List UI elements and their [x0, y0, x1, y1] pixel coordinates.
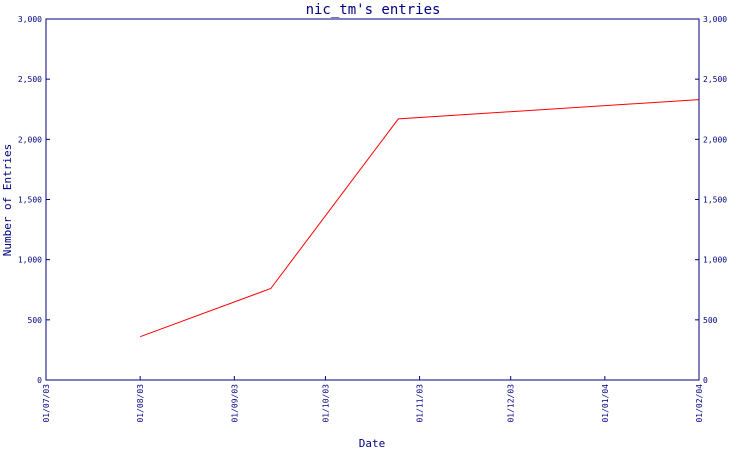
x-axis: 01/07/03 01/08/03 01/09/03 01/10/03 01/11/03…	[42, 376, 704, 423]
y-tick-label-left: 2,000	[18, 135, 42, 144]
y-tick-label-left: 0	[37, 376, 42, 385]
y-tick-label-left: 3,000	[18, 15, 42, 24]
x-tick-label: 01/07/03	[42, 384, 51, 423]
x-tick-label: 01/02/04	[695, 384, 704, 423]
y-tick-label-left: 500	[28, 316, 43, 325]
series-group	[140, 99, 700, 338]
x-tick-label: 01/09/03	[230, 384, 239, 423]
y-tick-label-left: 1,000	[18, 256, 42, 265]
y-tick-label-right: 1,500	[703, 196, 727, 205]
y-axis-left: 0 500 1,000 1,500 2,000 2,500 3,000	[18, 15, 50, 385]
x-tick-label: 01/10/03	[321, 384, 330, 423]
x-tick-label: 01/12/03	[507, 384, 516, 423]
plot-frame	[45, 18, 700, 381]
chart-title: nic_tm's entries	[306, 2, 441, 18]
x-axis-label: Date	[359, 437, 386, 450]
x-tick-label: 01/01/04	[601, 384, 610, 423]
series-line	[140, 99, 700, 338]
y-tick-label-left: 2,500	[18, 75, 42, 84]
y-tick-label-right: 500	[703, 316, 718, 325]
y-axis-right: 0 500 1,000 1,500 2,000 2,500 3,000	[695, 15, 727, 385]
y-tick-label-right: 3,000	[703, 15, 727, 24]
y-tick-label-right: 2,500	[703, 75, 727, 84]
x-tick-label: 01/08/03	[136, 384, 145, 423]
y-tick-label-right: 0	[703, 376, 708, 385]
y-tick-label-left: 1,500	[18, 196, 42, 205]
y-tick-label-right: 2,000	[703, 135, 727, 144]
y-tick-label-right: 1,000	[703, 256, 727, 265]
y-axis-label: Number of Entries	[1, 144, 14, 257]
x-tick-label: 01/11/03	[416, 384, 425, 423]
